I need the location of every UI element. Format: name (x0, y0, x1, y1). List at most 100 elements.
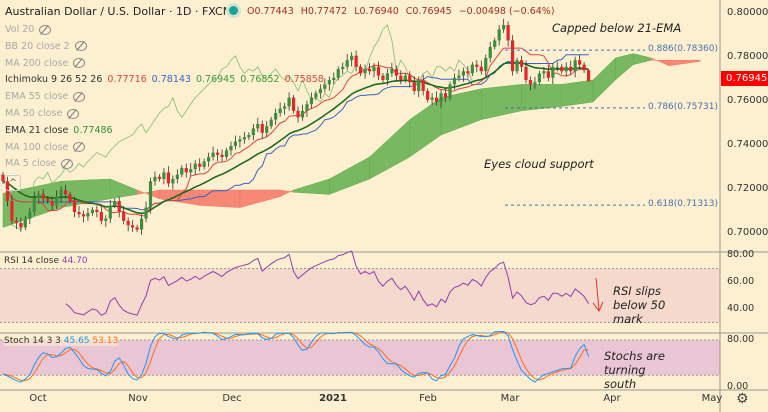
candle-up (497, 29, 501, 41)
legend-item[interactable]: MA 100 close (5, 142, 86, 153)
candle-down (578, 60, 582, 65)
stoch-legend: Stoch 14 3 3 45.65 53.13 (4, 336, 119, 346)
time-tick: Mar (500, 393, 520, 404)
ichimoku-cloud-bullish (409, 97, 442, 158)
legend-item[interactable]: EMA 55 close (5, 91, 86, 102)
annotation-capped: Capped below 21-EMA (552, 21, 682, 35)
candle-down (5, 181, 10, 201)
candle-up (265, 126, 269, 133)
legend-value: 0.78143 (151, 74, 191, 86)
ichimoku-cloud-bearish (136, 189, 160, 200)
eye-hidden-icon[interactable] (61, 158, 74, 169)
legend-item[interactable]: Ichimoku 9 26 52 26 0.77716 0.78143 0.76945… (5, 74, 324, 85)
candle-up (28, 212, 32, 219)
stoch-tick: 80.00 (727, 334, 755, 345)
candle-up (430, 97, 434, 100)
price-tick: 0.76000 (727, 95, 768, 106)
candle-down (479, 66, 483, 72)
candle-down (412, 82, 416, 91)
eye-hidden-icon[interactable] (67, 108, 80, 119)
ichimoku-cloud-bullish (293, 178, 330, 195)
candle-down (560, 66, 564, 72)
rsi-line (65, 250, 590, 316)
stoch-label: Stoch 14 3 3 (4, 336, 61, 346)
time-tick: May (701, 393, 723, 404)
candle-down (77, 212, 81, 215)
candle-down (408, 75, 412, 83)
candle-up (59, 190, 63, 197)
time-tick: Apr (603, 393, 621, 404)
last-price-label: 0.76945 (721, 71, 768, 86)
gear-icon[interactable]: ⚙ (736, 391, 749, 407)
candle-up (363, 69, 367, 74)
candle-up (224, 150, 229, 157)
candle-down (506, 25, 510, 41)
fib-label: 0.618(0.71313) (648, 199, 719, 210)
candle-up (573, 60, 577, 72)
tenkan-sen-line (2, 47, 589, 217)
candle-up (403, 75, 407, 80)
open-value: O0.77443 (247, 6, 294, 17)
time-tick: 2021 (319, 393, 347, 404)
candle-up (515, 60, 519, 72)
candle-down (166, 172, 170, 184)
candle-up (350, 55, 354, 61)
eye-hidden-icon[interactable] (73, 142, 86, 153)
legend-item[interactable]: MA 50 close (5, 108, 80, 119)
ichimoku-cloud-bearish (279, 189, 294, 198)
eye-hidden-icon[interactable] (73, 58, 86, 69)
time-tick: Feb (419, 393, 437, 404)
stoch-k-value: 45.65 (63, 336, 90, 346)
candle-up (484, 58, 488, 72)
candle-down (19, 223, 23, 228)
ichimoku-cloud-bullish (369, 119, 411, 180)
candle-up (564, 66, 568, 72)
candle-down (466, 71, 470, 74)
candle-up (533, 82, 537, 85)
candle-up (457, 75, 461, 78)
legend-value: 0.77486 (73, 124, 113, 136)
candle-up (323, 84, 327, 89)
collapse-legend-button[interactable]: ^ (5, 175, 21, 191)
candle-up (55, 196, 59, 206)
eye-hidden-icon[interactable] (39, 24, 52, 35)
legend-item[interactable]: MA 200 close (5, 57, 86, 69)
candle-down (291, 97, 296, 111)
candle-down (135, 227, 139, 230)
legend-item[interactable]: MA 5 close (5, 158, 74, 170)
candle-up (314, 93, 318, 98)
candle-down (528, 80, 533, 85)
legend-label: MA 5 close (5, 158, 57, 170)
close-value: C0.76945 (405, 6, 452, 17)
legend-label: Ichimoku 9 26 52 26 (5, 74, 103, 86)
legend-label: MA 200 close (5, 57, 69, 69)
candle-up (300, 110, 305, 118)
candle-down (41, 194, 45, 199)
candle-up (274, 113, 278, 120)
candle-up (327, 80, 331, 85)
candle-down (443, 93, 448, 98)
legend-item[interactable]: EMA 21 close 0.77486 (5, 125, 113, 136)
legend-label: EMA 21 close (5, 124, 69, 136)
candle-up (193, 163, 197, 170)
eye-hidden-icon[interactable] (74, 41, 87, 52)
eye-hidden-icon[interactable] (73, 91, 86, 102)
candle-down (122, 212, 126, 221)
candle-up (502, 25, 506, 30)
candle-down (524, 66, 528, 80)
candle-up (470, 64, 474, 74)
high-value: H0.77472 (300, 6, 348, 17)
legend-item[interactable]: Vol 20 (5, 24, 52, 35)
candle-down (10, 201, 14, 221)
ichimoku-cloud-bullish (633, 53, 652, 65)
candle-down (126, 220, 130, 226)
candle-down (50, 201, 54, 206)
legend-value: 0.76852 (240, 74, 280, 86)
stoch-tick: 0.00 (727, 381, 749, 392)
candle-down (354, 55, 358, 67)
legend-item[interactable]: BB 20 close 2 (5, 41, 87, 52)
candle-up (555, 66, 559, 68)
price-tick: 0.78000 (727, 51, 768, 62)
price-tick: 0.80000 (727, 7, 768, 18)
